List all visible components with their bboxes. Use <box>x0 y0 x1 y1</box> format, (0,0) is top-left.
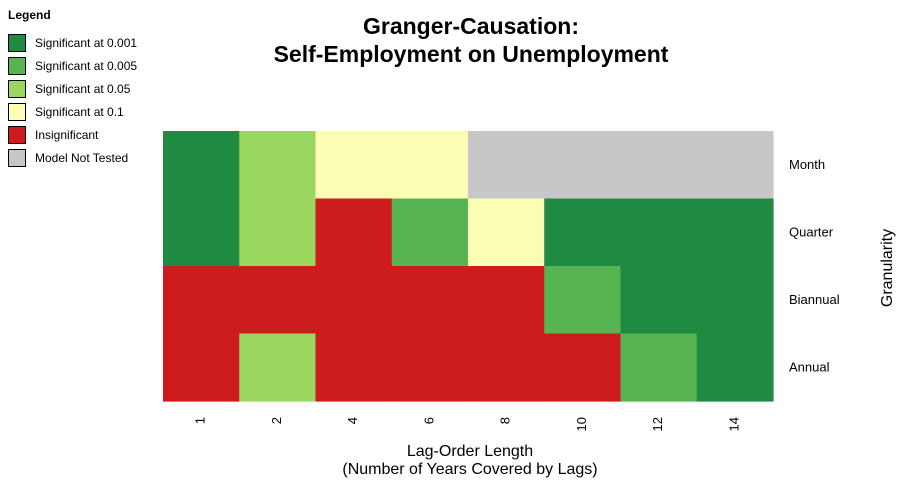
heatmap-cell <box>620 266 698 335</box>
x-axis-label-line: Lag-Order Length <box>406 443 534 460</box>
chart-title-line: Self-Employment on Unemployment <box>273 41 669 67</box>
legend-item: Significant at 0.1 <box>8 103 178 121</box>
chart-title: Granger-Causation: Self-Employment on Un… <box>200 12 742 68</box>
legend: Legend Significant at 0.001 Significant … <box>8 6 178 172</box>
y-axis-label: Granularity <box>879 228 896 308</box>
heatmap-cell <box>391 131 469 200</box>
heatmap-cell <box>163 266 240 335</box>
heatmap-cell <box>620 333 698 402</box>
heatmap-cell <box>163 198 240 267</box>
legend-swatch <box>8 149 26 167</box>
legend-item: Significant at 0.05 <box>8 80 178 98</box>
heatmap-cell <box>696 198 774 267</box>
heatmap-cell <box>239 266 317 335</box>
legend-label: Insignificant <box>35 128 99 142</box>
heatmap-cell <box>544 198 622 267</box>
heatmap-cell <box>315 333 393 402</box>
legend-item: Model Not Tested <box>8 149 178 167</box>
y-tick-label: Quarter <box>789 224 834 239</box>
heatmap-cell <box>696 131 774 200</box>
x-tick-label: 4 <box>345 417 360 424</box>
heatmap-cell <box>315 131 393 200</box>
heatmap-cell <box>544 333 622 402</box>
legend-swatch <box>8 34 26 52</box>
heatmap-cell <box>468 266 545 335</box>
heatmap-cell <box>544 266 622 335</box>
y-tick-label: Biannual <box>789 292 840 307</box>
heatmap-cell <box>391 266 469 335</box>
x-tick-label: 8 <box>498 417 513 424</box>
heatmap-cell <box>391 198 469 267</box>
x-axis-label-line: (Number of Years Covered by Lags) <box>342 461 598 478</box>
x-tick-label: 14 <box>726 417 741 431</box>
legend-label: Significant at 0.005 <box>35 59 138 73</box>
x-axis-label: Lag-Order Length (Number of Years Covere… <box>250 443 690 479</box>
legend-label: Significant at 0.001 <box>35 36 138 50</box>
heatmap-cell <box>239 198 317 267</box>
chart-title-line: Granger-Causation: <box>363 13 579 39</box>
x-tick-label: 10 <box>574 417 589 431</box>
legend-label: Model Not Tested <box>35 151 129 165</box>
heatmap-cell <box>696 333 774 402</box>
heatmap-cell <box>315 198 393 267</box>
x-tick-label: 12 <box>650 417 665 431</box>
legend-item: Significant at 0.001 <box>8 34 178 52</box>
legend-label: Significant at 0.05 <box>35 82 131 96</box>
heatmap-cell <box>163 333 240 402</box>
legend-swatch <box>8 103 26 121</box>
x-tick-label: 1 <box>193 417 208 424</box>
y-tick-label: Month <box>789 157 825 172</box>
legend-title: Legend <box>8 8 51 22</box>
heatmap-cell <box>239 131 317 200</box>
heatmap-cell <box>620 198 698 267</box>
heatmap-cell <box>468 131 545 200</box>
heatmap-cell <box>544 131 622 200</box>
heatmap-cell <box>468 333 545 402</box>
heatmap-cell <box>391 333 469 402</box>
heatmap-cell <box>315 266 393 335</box>
y-tick-label: Annual <box>789 359 830 374</box>
legend-swatch <box>8 57 26 75</box>
x-tick-label: 6 <box>421 417 436 424</box>
heatmap-cell <box>620 131 698 200</box>
heatmap-cell <box>163 131 240 200</box>
legend-swatch <box>8 126 26 144</box>
x-tick-label: 2 <box>269 417 284 424</box>
legend-label: Significant at 0.1 <box>35 105 124 119</box>
legend-swatch <box>8 80 26 98</box>
heatmap-cell <box>696 266 774 335</box>
legend-item: Significant at 0.005 <box>8 57 178 75</box>
heatmap-cell <box>468 198 545 267</box>
legend-item: Insignificant <box>8 126 178 144</box>
heatmap-cell <box>239 333 317 402</box>
